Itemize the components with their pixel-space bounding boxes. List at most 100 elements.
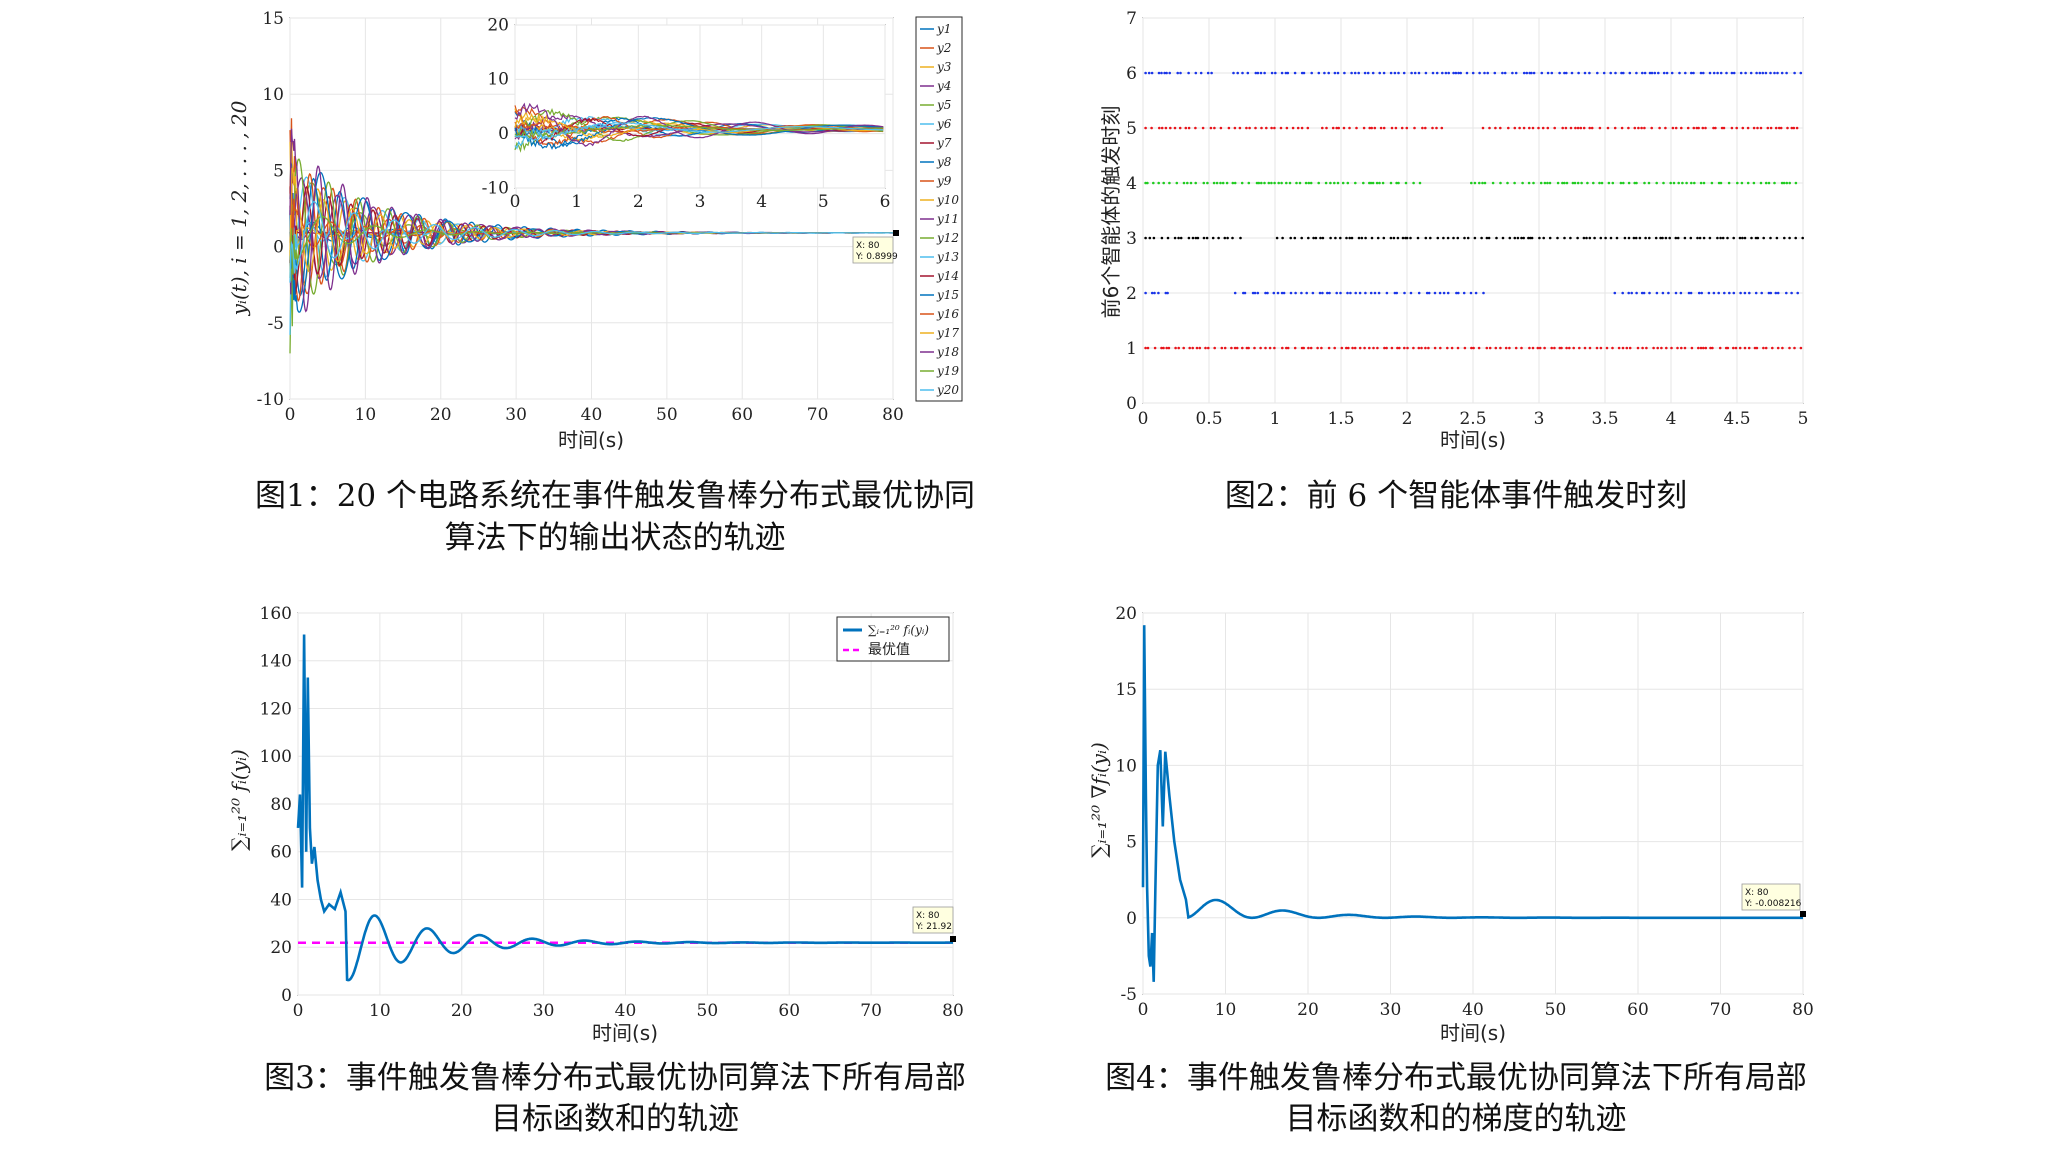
chart-2-event-dot-agent-5 xyxy=(1752,126,1756,130)
chart-2-event-dot-agent-6 xyxy=(1382,71,1386,75)
chart-2-event-dot-agent-3 xyxy=(1281,236,1284,240)
chart-2-event-dot-agent-5 xyxy=(1273,126,1276,130)
chart-2-event-dot-agent-4 xyxy=(1194,181,1197,185)
chart-2-event-dot-agent-6 xyxy=(1317,71,1321,75)
chart-3-x-tick: 70 xyxy=(860,1001,882,1021)
chart-2-event-dot-agent-2 xyxy=(1144,291,1147,295)
chart-2-event-dot-agent-6 xyxy=(1635,71,1638,75)
chart-3-y-tick: 60 xyxy=(270,843,292,863)
chart-2-event-dot-agent-5 xyxy=(1507,126,1510,130)
chart-3-objective-sum: 0 10 20 30 40 50 60 70 80 0 20 40 60 80 100 120 140 160 时… xyxy=(227,604,964,1045)
chart-2-event-dot-agent-3 xyxy=(1205,236,1209,240)
chart-2-event-dot-agent-2 xyxy=(1253,291,1257,295)
chart-2-event-dot-agent-6 xyxy=(1300,71,1304,75)
chart-2-event-dot-agent-6 xyxy=(1459,71,1462,75)
chart-2-event-dot-agent-5 xyxy=(1265,126,1268,130)
chart-2-event-dot-agent-2 xyxy=(1326,291,1329,295)
chart-2-event-dot-agent-5 xyxy=(1431,126,1434,130)
chart-2-event-dot-agent-3 xyxy=(1702,236,1706,240)
chart-2-event-dot-agent-3 xyxy=(1588,236,1592,240)
chart-2-event-dot-agent-4 xyxy=(1247,181,1251,185)
chart-3-y-tick: 0 xyxy=(281,986,292,1006)
chart-1-x-tick: 80 xyxy=(882,405,904,425)
chart-2-event-dot-agent-6 xyxy=(1410,71,1413,75)
chart-2-event-dot-agent-4 xyxy=(1710,181,1714,185)
chart-2-event-dot-agent-2 xyxy=(1760,291,1763,295)
chart-2-event-dot-agent-4 xyxy=(1273,181,1276,185)
chart-2-x-tick: 2 xyxy=(1402,409,1413,429)
chart-2-event-dot-agent-5 xyxy=(1169,126,1172,130)
chart-2-y-tick: 7 xyxy=(1126,9,1137,29)
chart-2-event-dot-agent-5 xyxy=(1680,126,1683,130)
chart-2-event-dot-agent-1 xyxy=(1398,346,1401,350)
chart-2-y-axis-label: 前6个智能体的触发时刻 xyxy=(1099,106,1123,319)
chart-2-event-dot-agent-4 xyxy=(1600,181,1604,185)
chart-2-event-dot-agent-3 xyxy=(1405,236,1409,240)
chart-2-event-dot-agent-1 xyxy=(1333,346,1336,350)
chart-1-legend-label: y5 xyxy=(936,98,951,112)
chart-2-event-dot-agent-5 xyxy=(1355,126,1358,130)
chart-2-event-dot-agent-6 xyxy=(1444,71,1448,75)
chart-3-x-tick: 40 xyxy=(615,1001,637,1021)
chart-1-y-tick: -5 xyxy=(267,314,284,334)
chart-2-y-tick: 2 xyxy=(1126,284,1137,304)
chart-2-event-dot-agent-6 xyxy=(1357,71,1360,75)
chart-2-event-dot-agent-3 xyxy=(1788,236,1791,240)
chart-2-event-dot-agent-3 xyxy=(1604,236,1607,240)
chart-1-inset-x-tick: 5 xyxy=(818,192,829,212)
chart-2-event-dot-agent-3 xyxy=(1382,236,1386,240)
chart-2-event-dot-agent-1 xyxy=(1285,346,1288,350)
chart-2-event-dot-agent-3 xyxy=(1508,236,1512,240)
chart-1-datatip-y: Y: 0.8999 xyxy=(855,252,898,262)
chart-3-sum-line xyxy=(296,634,953,982)
chart-2-event-dot-agent-4 xyxy=(1647,181,1651,185)
chart-3-datatip[interactable]: X: 80 Y: 21.92 xyxy=(912,906,956,942)
chart-2-event-dot-agent-1 xyxy=(1485,346,1489,350)
chart-2-event-dot-agent-6 xyxy=(1758,71,1762,75)
chart-2-event-dot-agent-3 xyxy=(1676,236,1680,240)
chart-4-datatip[interactable]: X: 80 Y: -0.008216 xyxy=(1741,883,1806,917)
chart-2-event-dot-agent-5 xyxy=(1637,126,1640,130)
chart-2-event-dot-agent-6 xyxy=(1246,71,1250,75)
chart-2-event-dot-agent-5 xyxy=(1658,126,1661,130)
chart-2-event-dot-agent-4 xyxy=(1561,181,1564,185)
chart-2-event-dot-agent-6 xyxy=(1210,71,1213,75)
chart-3-y-tick: 140 xyxy=(260,652,292,672)
chart-2-event-dot-agent-5 xyxy=(1219,126,1223,130)
chart-2-event-dot-agent-6 xyxy=(1199,71,1203,75)
chart-2-event-dot-agent-6 xyxy=(1799,71,1803,75)
chart-2-event-dot-agent-4 xyxy=(1418,181,1422,185)
chart-2-event-dot-agent-3 xyxy=(1769,236,1772,240)
chart-2-event-dot-agent-1 xyxy=(1259,346,1262,350)
chart-2-event-dot-agent-5 xyxy=(1405,126,1409,130)
chart-2-event-dot-agent-1 xyxy=(1403,346,1406,350)
chart-2-event-dot-agent-1 xyxy=(1499,346,1502,350)
chart-2-event-dot-agent-6 xyxy=(1160,71,1163,75)
chart-2-event-dot-agent-1 xyxy=(1477,346,1481,350)
chart-2-event-dot-agent-3 xyxy=(1801,236,1804,240)
chart-2-event-dot-agent-1 xyxy=(1358,346,1362,350)
chart-2-event-dot-agent-6 xyxy=(1761,71,1765,75)
chart-2-event-dot-agent-1 xyxy=(1327,346,1331,350)
chart-1-datatip[interactable]: X: 80 Y: 0.8999 xyxy=(852,230,899,264)
chart-2-event-dot-agent-4 xyxy=(1233,181,1237,185)
chart-2-event-dot-agent-3 xyxy=(1623,236,1627,240)
chart-2-event-dot-agent-4 xyxy=(1586,181,1589,185)
chart-2-event-dot-agent-2 xyxy=(1243,291,1247,295)
chart-2-event-dot-agent-2 xyxy=(1318,291,1322,295)
chart-2-event-dot-agent-5 xyxy=(1233,126,1237,130)
chart-2-event-dot-agent-4 xyxy=(1622,181,1625,185)
chart-1-x-tick: 20 xyxy=(430,405,452,425)
chart-2-event-dot-agent-5 xyxy=(1337,126,1340,130)
chart-2-event-dot-agent-2 xyxy=(1667,291,1670,295)
chart-2-event-dot-agent-4 xyxy=(1404,181,1408,185)
chart-2-event-dot-agent-4 xyxy=(1304,181,1308,185)
chart-1-inset-x-tick: 3 xyxy=(695,192,706,212)
chart-2-event-dot-agent-3 xyxy=(1307,236,1310,240)
chart-3-legend: ∑ᵢ₌₁²⁰ fᵢ(yᵢ) 最优值 xyxy=(836,616,950,662)
chart-2-event-dot-agent-3 xyxy=(1446,236,1450,240)
captions: 图1：20 个电路系统在事件触发鲁棒分布式最优协同 算法下的输出状态的轨迹 图2… xyxy=(255,478,1807,1137)
chart-2-event-dot-agent-2 xyxy=(1266,291,1269,295)
chart-2-event-dot-agent-1 xyxy=(1726,346,1730,350)
